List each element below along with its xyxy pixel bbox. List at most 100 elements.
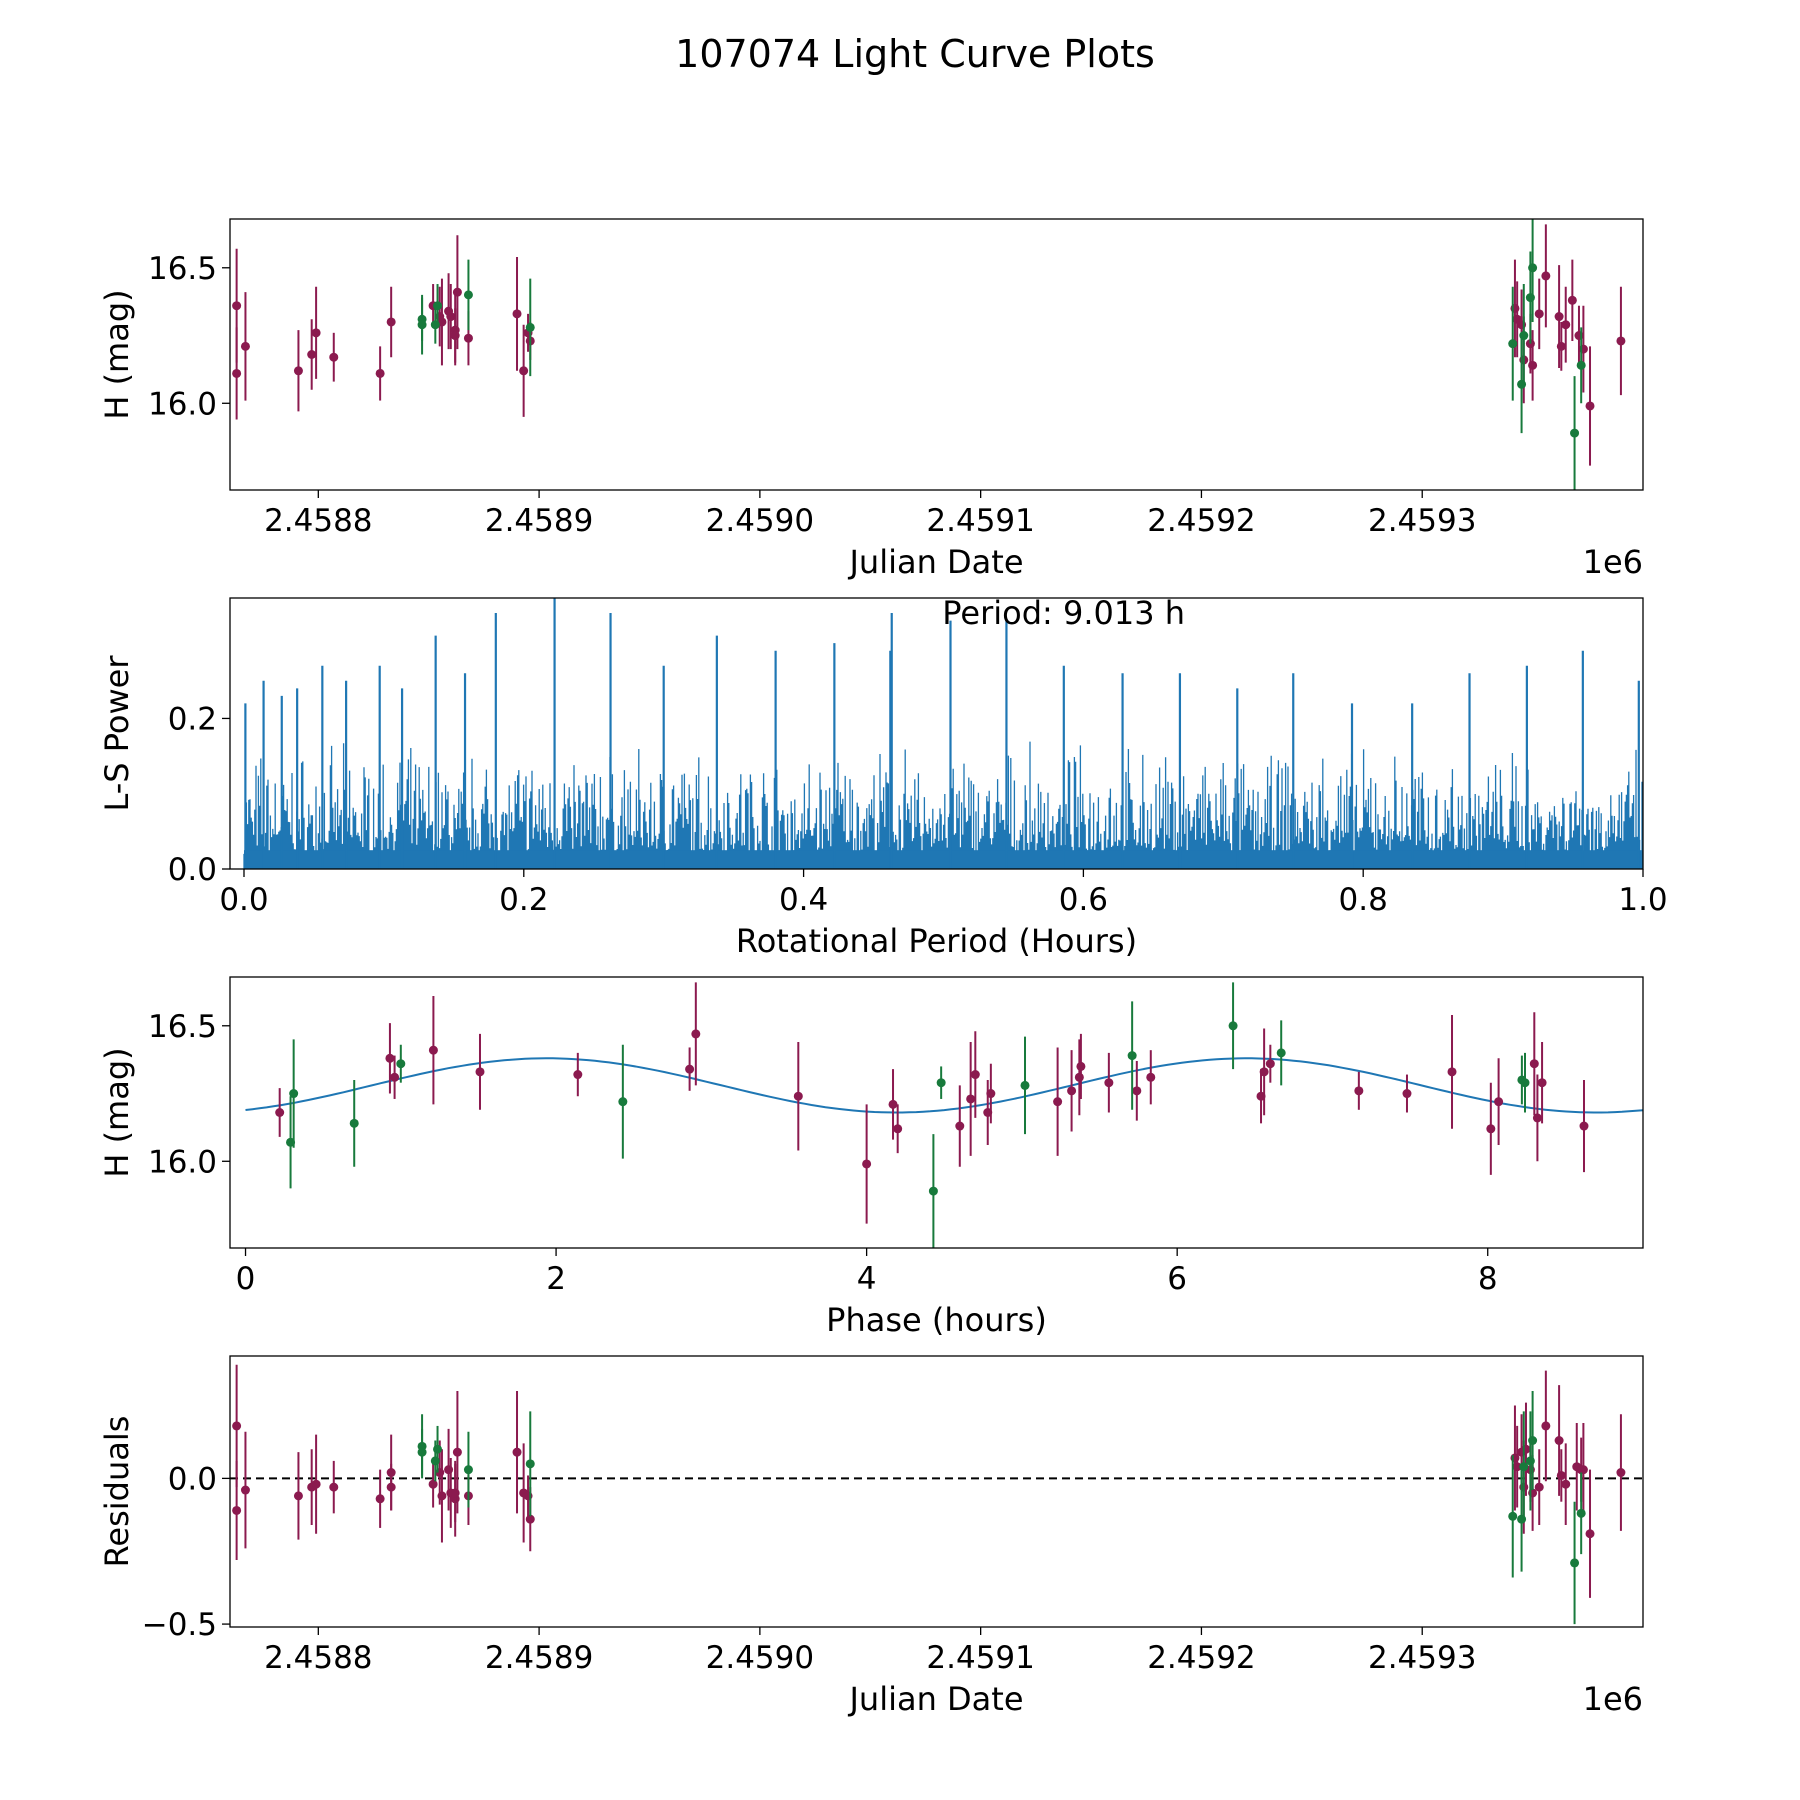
data-point	[1570, 1558, 1580, 1568]
data-point	[1228, 1021, 1238, 1031]
data-point	[525, 322, 535, 332]
data-point	[417, 1441, 427, 1451]
plot-area	[243, 598, 1643, 869]
panels: 2.4588 2.4589 2.4590 2.4591 2.4592 2.4593 16.0…	[98, 218, 1668, 1718]
data-point	[433, 301, 443, 311]
panel-4: 2.4588 2.4589 2.4590 2.4591 2.4592 2.4593 −0.5…	[98, 1355, 1644, 1718]
data-point	[1561, 1479, 1571, 1489]
data-point	[1616, 1468, 1626, 1478]
data-point	[1402, 1089, 1412, 1099]
x-tick-label: 0.4	[779, 882, 828, 918]
y-tick-label: 0.0	[168, 1461, 217, 1497]
data-point	[1585, 1529, 1595, 1539]
data-point	[1486, 1124, 1496, 1134]
data-point	[862, 1159, 872, 1169]
periodogram-base-fill	[243, 850, 1643, 869]
y-tick-label: −0.5	[142, 1607, 217, 1643]
data-point	[232, 368, 242, 378]
data-point	[1074, 1072, 1084, 1082]
data-point	[385, 1053, 395, 1063]
data-point	[1567, 295, 1577, 305]
x-tick-label: 6	[1167, 1261, 1187, 1297]
data-point	[232, 1421, 242, 1431]
data-point	[417, 320, 427, 330]
data-point	[1265, 1059, 1275, 1069]
data-point	[1556, 1470, 1566, 1480]
x-tick-label: 2.4588	[264, 1640, 372, 1676]
data-point	[293, 366, 303, 376]
x-tick-label: 2.4589	[485, 503, 593, 539]
x-tick-label: 2.4591	[926, 1640, 1034, 1676]
y-tick-label: 16.5	[148, 1009, 217, 1045]
y-tick-label: 16.0	[148, 386, 217, 422]
data-point	[240, 341, 250, 351]
data-point	[1554, 1436, 1564, 1446]
data-point	[1528, 360, 1538, 370]
x-tick-label: 2.4593	[1368, 503, 1476, 539]
data-point	[793, 1091, 803, 1101]
data-point	[573, 1070, 583, 1080]
data-point	[375, 1494, 385, 1504]
data-point	[1104, 1078, 1114, 1088]
data-point	[1556, 341, 1566, 351]
data-point	[1259, 1067, 1269, 1077]
data-point	[463, 1465, 473, 1475]
x-axis-label: Rotational Period (Hours)	[736, 922, 1137, 960]
data-point	[349, 1118, 359, 1128]
data-point	[1076, 1061, 1086, 1071]
x-axis-label: Julian Date	[847, 543, 1023, 581]
data-point	[685, 1064, 695, 1074]
data-point	[452, 287, 462, 297]
x-tick-label: 2.4593	[1368, 1640, 1476, 1676]
data-point	[1519, 331, 1529, 341]
data-point	[1554, 312, 1564, 322]
data-point	[1541, 271, 1551, 281]
data-point	[970, 1070, 980, 1080]
data-point	[1570, 428, 1580, 438]
plot-area	[230, 1364, 1643, 1625]
data-point	[1519, 1462, 1529, 1472]
data-point	[428, 1479, 438, 1489]
x-tick-label: 2.4590	[706, 1640, 814, 1676]
data-point	[893, 1124, 903, 1134]
data-point	[463, 333, 473, 343]
data-point	[928, 1186, 938, 1196]
x-tick-label: 2	[546, 1261, 566, 1297]
data-point	[293, 1491, 303, 1501]
data-point	[1578, 1465, 1588, 1475]
axes-frame	[229, 597, 1644, 870]
data-point	[446, 312, 456, 322]
x-offset-label: 1e6	[1583, 543, 1643, 581]
data-point	[966, 1094, 976, 1104]
y-tick-label: 0.0	[168, 852, 217, 888]
data-point	[1508, 1511, 1518, 1521]
model-fit-curve	[245, 1057, 1643, 1114]
data-point	[888, 1099, 898, 1109]
data-point	[1132, 1086, 1142, 1096]
axes-frame	[229, 1355, 1644, 1628]
x-tick-label: 8	[1478, 1261, 1498, 1297]
y-tick-label: 16.5	[148, 251, 217, 287]
data-point	[618, 1097, 628, 1107]
data-point	[232, 1505, 242, 1515]
data-point	[1520, 1078, 1530, 1088]
x-tick-label: 0.0	[219, 882, 268, 918]
x-tick-label: 2.4590	[706, 503, 814, 539]
data-point	[375, 368, 385, 378]
y-tick-label: 16.0	[148, 1144, 217, 1180]
data-point	[1020, 1080, 1030, 1090]
data-point	[1528, 263, 1538, 273]
data-point	[1354, 1086, 1364, 1096]
data-point	[475, 1067, 485, 1077]
x-tick-label: 1.0	[1618, 882, 1667, 918]
data-point	[386, 1482, 396, 1492]
data-point	[390, 1072, 400, 1082]
data-point	[396, 1059, 406, 1069]
data-point	[1534, 1482, 1544, 1492]
data-point	[289, 1089, 299, 1099]
data-point	[1447, 1067, 1457, 1077]
y-axis-label: Residuals	[98, 1416, 136, 1568]
data-point	[437, 1491, 447, 1501]
y-axis-label: L-S Power	[98, 655, 136, 812]
data-point	[329, 1482, 339, 1492]
